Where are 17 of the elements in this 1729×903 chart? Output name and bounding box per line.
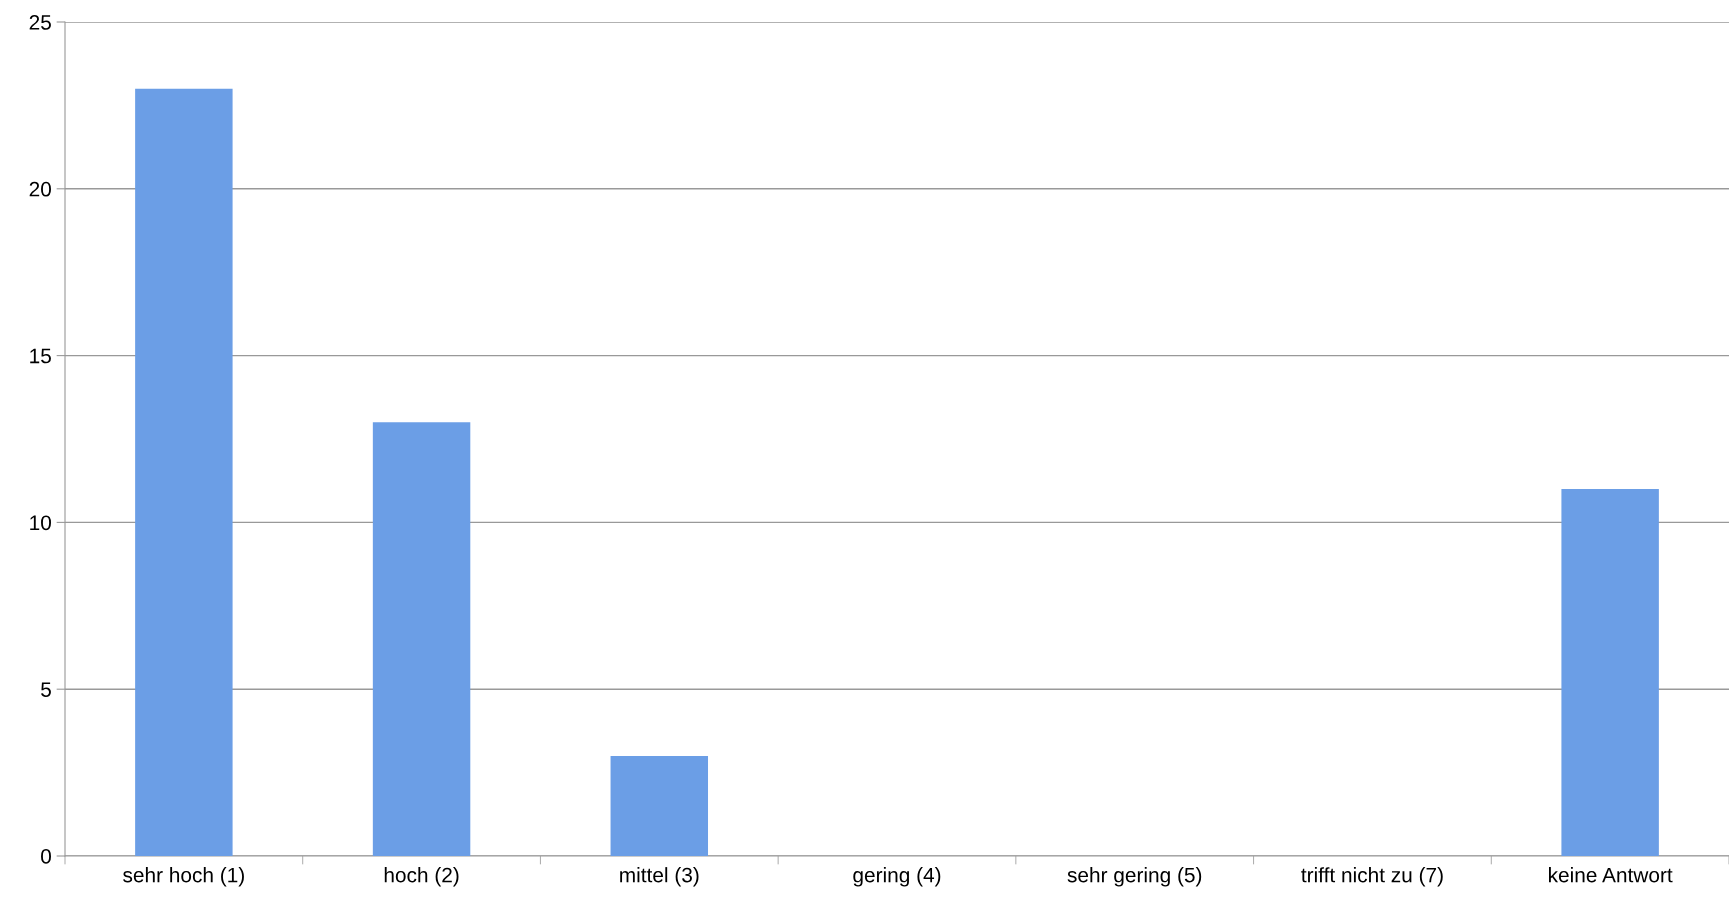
x-tick-label: hoch (2) — [384, 867, 459, 887]
y-tick-label: 20 — [29, 181, 51, 197]
y-tick-label: 10 — [30, 515, 51, 531]
y-tick-label: 15 — [30, 348, 51, 364]
x-tick-label: keine Antwort — [1549, 867, 1673, 883]
x-tick-label: trifft nicht zu (7) — [1301, 867, 1443, 887]
y-tick-label: 25 — [29, 15, 51, 30]
x-tick-label: gering (4) — [853, 867, 941, 887]
x-tick-label: sehr gering (5) — [1067, 867, 1202, 887]
bar — [135, 88, 233, 856]
y-tick-label: 5 — [41, 682, 51, 697]
x-tick-label: mittel (3) — [620, 867, 699, 887]
bar — [610, 755, 709, 856]
x-tick-label: sehr hoch (1) — [123, 867, 244, 887]
bar — [372, 422, 471, 856]
y-tick-label: 0 — [41, 849, 51, 864]
bar — [1561, 489, 1659, 856]
